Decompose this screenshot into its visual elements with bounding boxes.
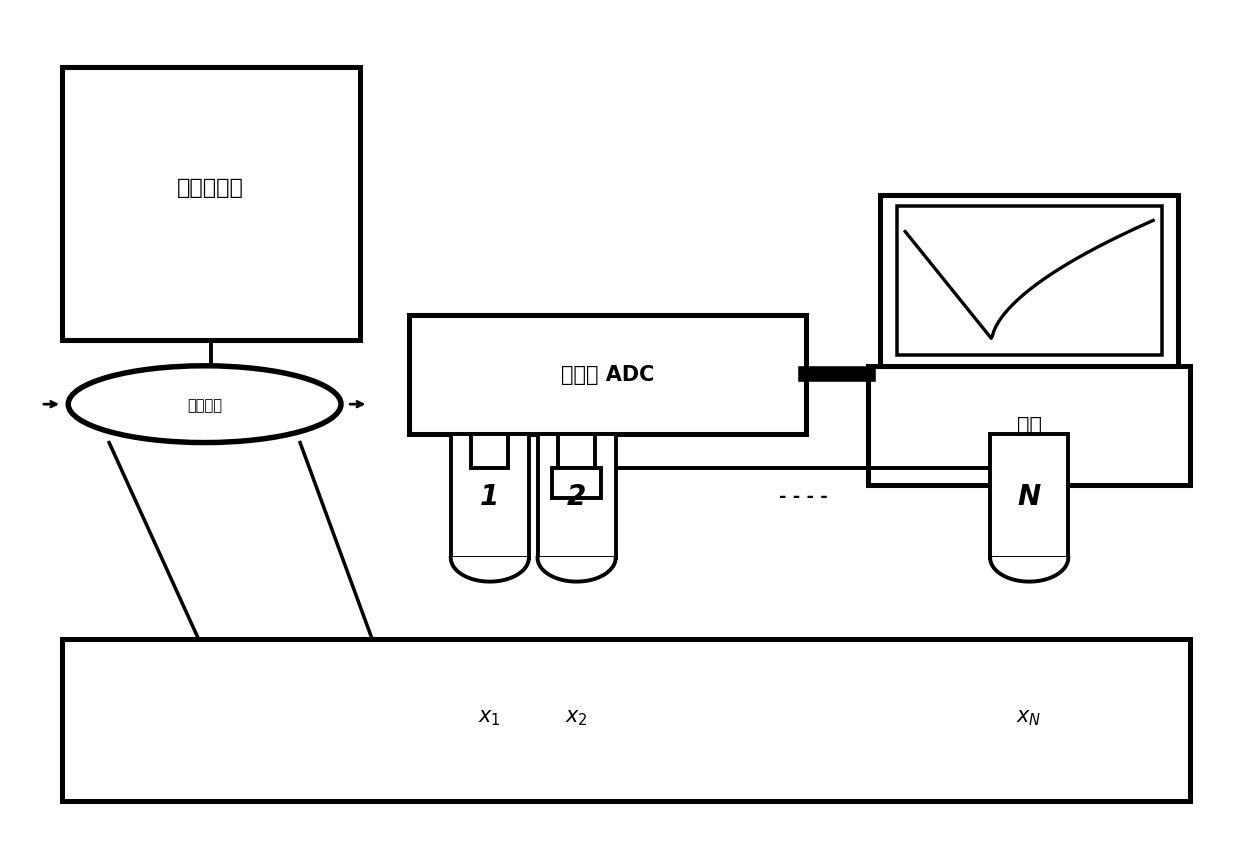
Bar	[451, 435, 529, 558]
Text: $x_2$: $x_2$	[565, 706, 588, 727]
Ellipse shape	[68, 366, 341, 443]
Text: - - - -: - - - -	[779, 487, 827, 505]
Polygon shape	[990, 558, 1069, 582]
Bar	[868, 366, 1190, 486]
Text: N: N	[1018, 482, 1040, 510]
Bar	[897, 207, 1162, 355]
Bar	[880, 196, 1178, 366]
Text: 脆冲激光器: 脆冲激光器	[177, 177, 244, 198]
Bar	[990, 435, 1069, 558]
Text: 多通道 ADC: 多通道 ADC	[560, 365, 655, 385]
Bar	[62, 639, 1190, 801]
Bar	[62, 68, 360, 341]
Text: 电脑: 电脑	[1017, 416, 1042, 436]
Bar	[538, 435, 615, 558]
Text: 2: 2	[567, 482, 587, 510]
Bar	[409, 315, 806, 435]
Bar	[552, 469, 601, 498]
Text: 汇面透镜: 汇面透镜	[187, 397, 222, 412]
Text: 1: 1	[480, 482, 500, 510]
Polygon shape	[451, 558, 528, 582]
Text: $x_1$: $x_1$	[479, 706, 501, 727]
Bar	[471, 435, 508, 469]
Text: $x_N$: $x_N$	[1017, 706, 1042, 727]
Bar	[558, 435, 595, 469]
Polygon shape	[538, 558, 616, 582]
